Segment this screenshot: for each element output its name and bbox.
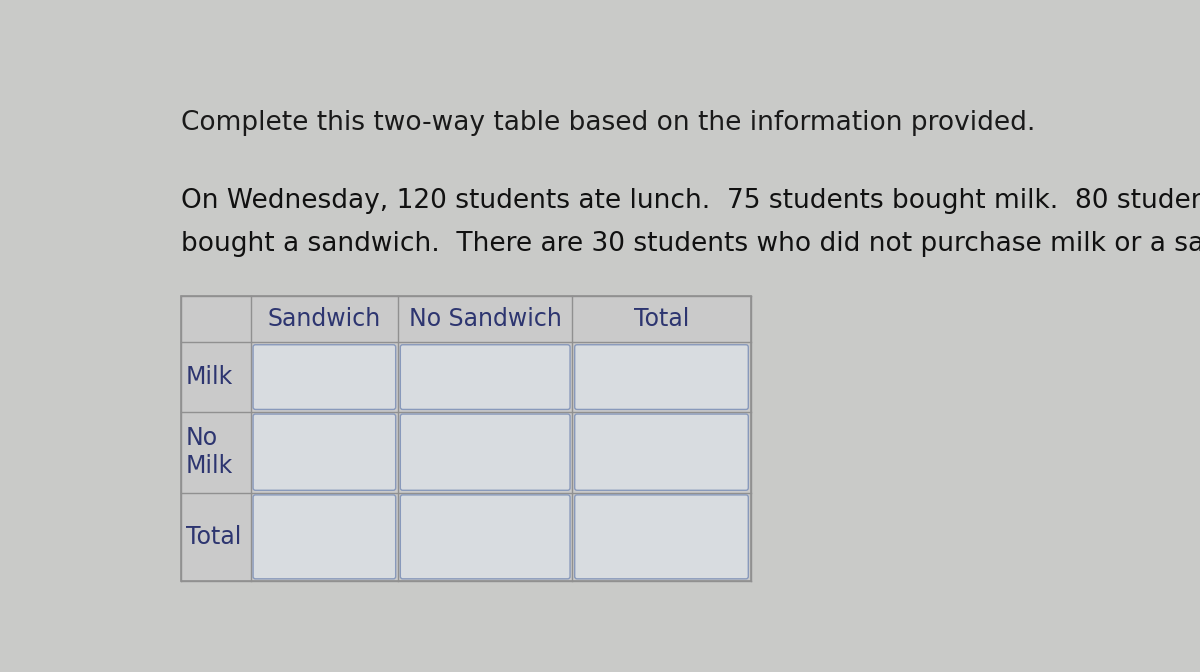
FancyBboxPatch shape bbox=[401, 414, 570, 491]
Text: Total: Total bbox=[186, 525, 241, 549]
FancyBboxPatch shape bbox=[575, 495, 749, 579]
Text: Sandwich: Sandwich bbox=[268, 307, 382, 331]
FancyBboxPatch shape bbox=[401, 345, 570, 409]
Text: Complete this two-way table based on the information provided.: Complete this two-way table based on the… bbox=[181, 110, 1036, 136]
FancyBboxPatch shape bbox=[253, 495, 396, 579]
FancyBboxPatch shape bbox=[253, 414, 396, 491]
Bar bbox=[181, 296, 751, 581]
Text: Total: Total bbox=[634, 307, 689, 331]
Text: No
Milk: No Milk bbox=[186, 426, 233, 478]
FancyBboxPatch shape bbox=[253, 345, 396, 409]
FancyBboxPatch shape bbox=[575, 414, 749, 491]
Text: No Sandwich: No Sandwich bbox=[409, 307, 562, 331]
FancyBboxPatch shape bbox=[575, 345, 749, 409]
Text: Milk: Milk bbox=[186, 365, 233, 389]
Text: bought a sandwich.  There are 30 students who did not purchase milk or a sandwic: bought a sandwich. There are 30 students… bbox=[181, 230, 1200, 257]
FancyBboxPatch shape bbox=[401, 495, 570, 579]
Text: On Wednesday, 120 students ate lunch.  75 students bought milk.  80 students: On Wednesday, 120 students ate lunch. 75… bbox=[181, 188, 1200, 214]
